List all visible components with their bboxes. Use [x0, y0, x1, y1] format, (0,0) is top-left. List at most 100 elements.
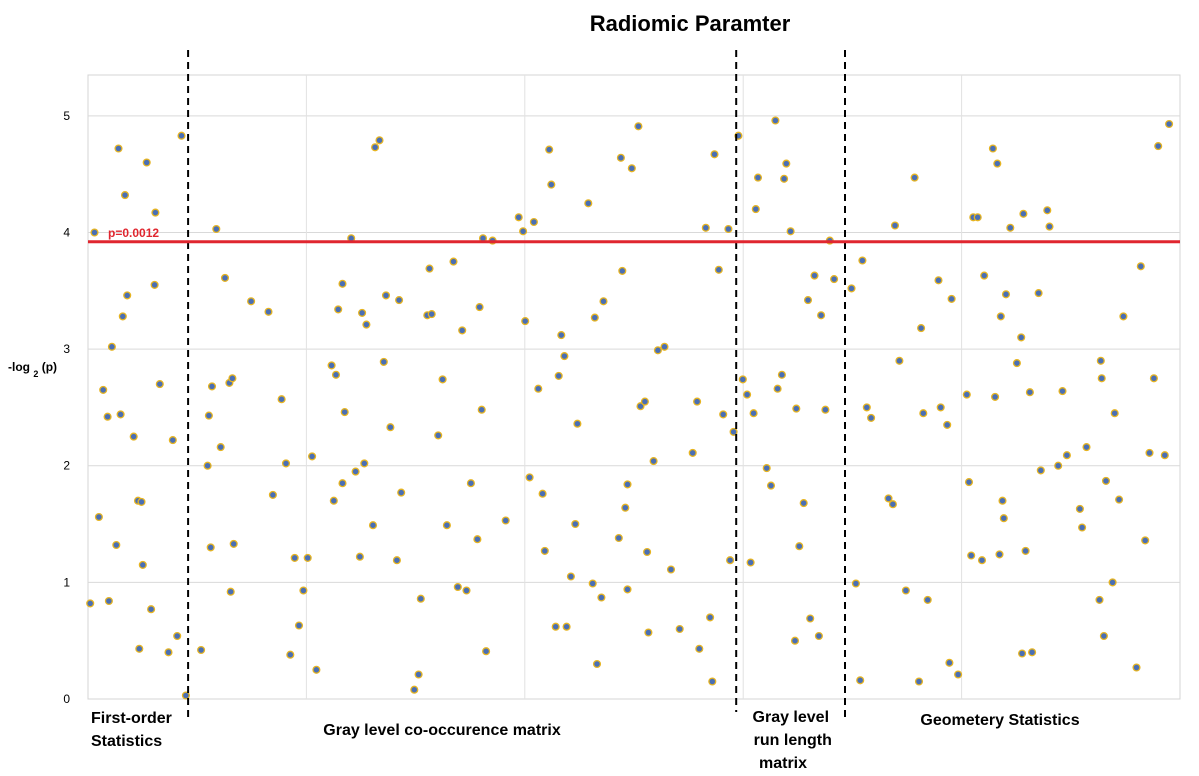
data-point [993, 159, 1002, 168]
data-point [212, 224, 221, 234]
data-point [724, 224, 733, 234]
data-point [962, 390, 971, 399]
group-label-geometry: Geometery Statistics [920, 712, 1079, 729]
data-point [999, 514, 1008, 523]
data-point [368, 521, 378, 530]
data-point [1017, 333, 1026, 342]
data-point [890, 221, 900, 230]
data-point [753, 173, 763, 182]
data-point [286, 650, 295, 659]
data-point [1149, 374, 1158, 383]
data-point [99, 385, 108, 394]
data-point [1141, 536, 1150, 545]
data-point [540, 546, 549, 555]
data-point [529, 217, 538, 227]
data-point [1119, 312, 1128, 321]
data-point [592, 659, 602, 669]
y-tick-label: 1 [63, 575, 70, 589]
data-point [118, 312, 127, 321]
data-point [107, 342, 116, 351]
data-point [112, 540, 121, 550]
data-point [1034, 289, 1043, 298]
data-point [729, 427, 738, 436]
data-point [147, 605, 156, 614]
data-point [708, 677, 717, 686]
data-point [554, 371, 563, 380]
data-point [434, 431, 443, 440]
data-point [1145, 448, 1154, 457]
data-point [103, 412, 112, 421]
data-point [795, 542, 804, 551]
data-point [482, 647, 491, 656]
data-point [1101, 476, 1111, 485]
data-point [1082, 443, 1091, 452]
data-point [1099, 631, 1108, 641]
data-point [477, 405, 486, 414]
data-point [123, 291, 132, 300]
data-point [473, 535, 482, 544]
data-point [351, 467, 360, 476]
data-point [358, 308, 367, 317]
data-point [996, 312, 1005, 321]
data-point [746, 558, 755, 567]
group-dividers [187, 50, 846, 720]
data-point [521, 317, 530, 326]
data-point [534, 384, 543, 393]
data-point [901, 586, 910, 595]
data-point [151, 208, 160, 217]
data-point [1054, 461, 1063, 470]
data-point [936, 403, 945, 412]
data-point [947, 294, 956, 303]
y-tick-label: 2 [63, 459, 70, 473]
data-point [888, 500, 897, 509]
data-point [312, 665, 321, 674]
data-point [786, 227, 795, 236]
data-point [120, 191, 130, 200]
data-point [438, 375, 447, 384]
data-point [792, 404, 801, 413]
data-point [1025, 388, 1034, 397]
group-label-glrlm-line3: matrix [759, 755, 807, 772]
data-point [623, 585, 632, 594]
group-label-glrlm-line1: Gray level [753, 709, 830, 726]
data-point [173, 631, 182, 641]
data-point [749, 409, 758, 418]
data-point [229, 539, 238, 548]
data-point [810, 271, 819, 280]
data-point [525, 473, 534, 482]
data-point [693, 397, 702, 406]
data-point [706, 613, 715, 622]
data-point [923, 595, 932, 604]
data-point [514, 213, 523, 222]
data-point [710, 150, 719, 159]
y-tick-label: 4 [63, 225, 70, 239]
data-point [299, 586, 308, 595]
data-point [466, 479, 475, 488]
data-point [588, 579, 597, 588]
data-point [614, 533, 623, 543]
data-point [338, 279, 347, 288]
data-point [830, 275, 839, 284]
data-point [226, 587, 235, 596]
data-point [666, 565, 676, 574]
data-point [584, 199, 593, 208]
data-point [980, 271, 989, 280]
data-point [780, 174, 789, 183]
data-point [618, 266, 627, 275]
data-point [806, 614, 815, 623]
data-point [634, 122, 643, 131]
data-point [991, 392, 1000, 401]
data-point [331, 370, 341, 379]
data-point [1036, 466, 1045, 475]
group-label-first-order-line2: Statistics [91, 733, 162, 750]
y-tick-label: 3 [63, 342, 70, 356]
data-point [114, 144, 123, 153]
data-point [627, 164, 636, 173]
data-point [660, 342, 669, 351]
data-point [817, 311, 826, 320]
data-point [1154, 142, 1163, 151]
data-point [1043, 206, 1052, 215]
data-point [395, 296, 404, 305]
y-tick-labels: 0 1 2 3 4 5 [63, 109, 70, 706]
y-tick-label: 0 [63, 692, 70, 706]
